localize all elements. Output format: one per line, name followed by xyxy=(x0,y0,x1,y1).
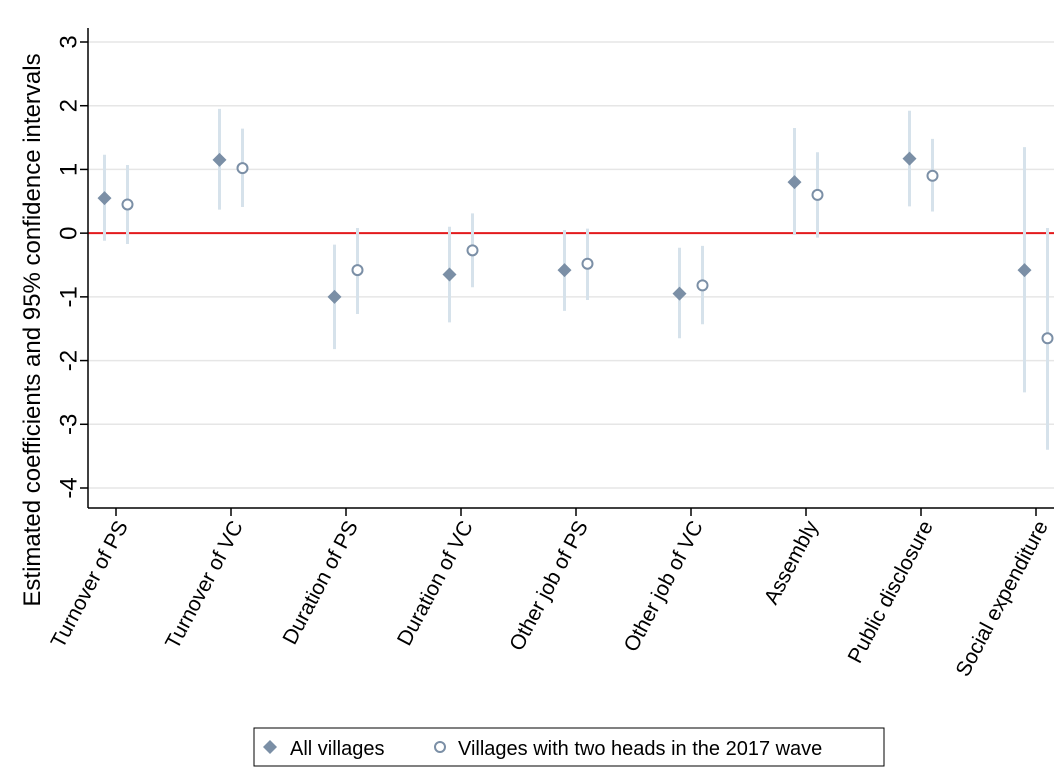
estimate-marker-all-villages xyxy=(787,175,802,190)
y-tick-label: -3 xyxy=(55,414,82,435)
estimate-marker-two-heads xyxy=(1041,332,1054,345)
legend-circle-icon xyxy=(434,741,446,753)
estimate-marker-two-heads xyxy=(811,188,824,201)
point-estimates xyxy=(97,151,1054,345)
legend-box xyxy=(253,727,885,767)
x-category-label: Duration of VC xyxy=(393,517,478,649)
estimate-marker-two-heads xyxy=(236,162,249,175)
y-tick-label: 3 xyxy=(55,35,82,48)
estimate-marker-all-villages xyxy=(1017,263,1032,278)
x-category-label: Assembly xyxy=(760,517,823,609)
legend-label-all-villages: All villages xyxy=(290,738,384,760)
x-category-label: Other job of VC xyxy=(620,517,708,656)
gridlines xyxy=(88,41,1054,489)
estimate-marker-two-heads xyxy=(696,279,709,292)
legend: All villages Villages with two heads in … xyxy=(253,727,885,767)
y-tick-label: -2 xyxy=(55,350,82,371)
x-category-label: Other job of PS xyxy=(505,517,593,655)
estimate-marker-all-villages xyxy=(902,151,917,166)
estimate-marker-two-heads xyxy=(926,169,939,182)
y-tick-label: 1 xyxy=(55,163,82,176)
x-category-label: Turnover of PS xyxy=(47,517,133,652)
estimate-marker-all-villages xyxy=(327,289,342,304)
axes xyxy=(87,28,1054,509)
x-category-label: Social expenditure xyxy=(951,517,1052,680)
estimate-marker-two-heads xyxy=(121,198,134,211)
y-tick-label: 2 xyxy=(55,99,82,112)
x-category-label: Turnover of VC xyxy=(161,517,248,653)
estimate-marker-all-villages xyxy=(97,191,112,206)
estimate-marker-two-heads xyxy=(581,257,594,270)
y-axis-title: Estimated coefficients and 95% confidenc… xyxy=(19,53,46,606)
estimate-marker-two-heads xyxy=(351,264,364,277)
estimate-marker-all-villages xyxy=(557,263,572,278)
legend-diamond-icon xyxy=(263,740,277,754)
x-category-label: Duration of PS xyxy=(278,517,362,648)
y-tick-labels: 3 2 1 0 -1 -2 -3 -4 xyxy=(55,35,88,499)
estimate-marker-all-villages xyxy=(442,267,457,282)
legend-label-two-heads: Villages with two heads in the 2017 wave xyxy=(458,738,822,760)
y-tick-label: -4 xyxy=(55,477,82,498)
x-category-labels: Turnover of PS Turnover of VC Duration of … xyxy=(47,508,1053,680)
estimate-marker-two-heads xyxy=(466,244,479,257)
estimate-marker-all-villages xyxy=(212,152,227,167)
estimate-marker-all-villages xyxy=(672,286,687,301)
x-category-label: Public disclosure xyxy=(844,517,938,667)
y-tick-label: -1 xyxy=(55,286,82,307)
y-tick-label: 0 xyxy=(55,226,82,239)
